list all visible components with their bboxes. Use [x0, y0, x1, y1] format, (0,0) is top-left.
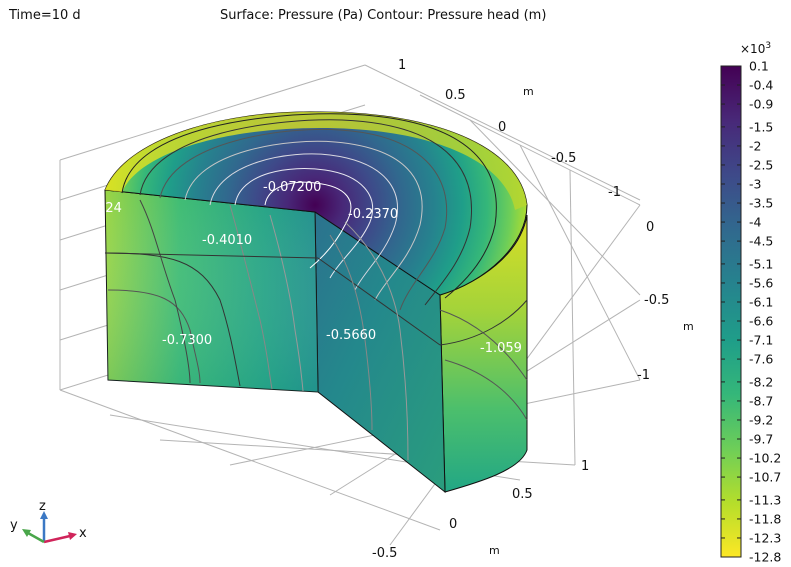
colorbar-tick-label: -1.5 — [749, 119, 773, 134]
orientation-triad: z x y — [10, 499, 87, 544]
colorbar-ticks: 0.1 -0.4 -0.9 -1.5 -2 -2.5 -3 -3.5 -4 -4.5 -5.1 -5.… — [721, 59, 781, 565]
plot-title: Surface: Pressure (Pa) Contour: Pressure… — [220, 8, 547, 23]
contour-labels: -1.224 -0.07200 -0.2370 -0.4010 -0.7300 … — [80, 180, 522, 356]
colorbar-tick-label: -3 — [749, 176, 761, 191]
x-axis-label: x — [79, 526, 87, 541]
colorbar-tick-label: -9.2 — [749, 412, 773, 427]
colorbar-tick-label: -0.4 — [749, 78, 773, 93]
colorbar-tick-label: -11.8 — [749, 511, 781, 526]
colorbar-tick-label: -11.3 — [749, 492, 781, 507]
colorbar-tick-label: -6.1 — [749, 294, 773, 309]
contour-label: -1.224 — [80, 201, 122, 216]
colorbar-tick-label: -4.5 — [749, 234, 773, 249]
colorbar-tick-label: 0.1 — [749, 59, 769, 74]
axis-unit: m — [683, 320, 694, 333]
colorbar-tick-label: -3.5 — [749, 196, 773, 211]
contour-label: -1.059 — [480, 341, 522, 356]
colorbar-tick-label: -9.7 — [749, 432, 773, 447]
contour-label: -0.7300 — [162, 333, 212, 348]
z-axis-label: z — [39, 499, 46, 514]
axis-tick-label: 0.5 — [512, 487, 533, 502]
axis-tick-label: -1 — [608, 185, 621, 200]
y-axis-arrow — [27, 531, 45, 544]
colorbar-tick-label: -10.2 — [749, 451, 781, 466]
axis-tick-label: -0.5 — [372, 546, 397, 561]
colorbar-tick-label: -6.6 — [749, 314, 773, 329]
axis-unit: m — [489, 544, 500, 557]
z-arrowhead — [40, 511, 48, 519]
axis-tick-label: 0 — [498, 120, 506, 135]
colorbar-tick-label: -2 — [749, 138, 761, 153]
axis-tick-label: 0 — [449, 517, 457, 532]
contour-label: -0.2370 — [348, 207, 398, 222]
colorbar-tick-label: -7.1 — [749, 333, 773, 348]
colorbar-tick-label: -0.9 — [749, 97, 773, 112]
axis-tick-label: 1 — [398, 58, 406, 73]
colorbar-tick-label: -8.7 — [749, 393, 773, 408]
x-axis-arrow — [43, 534, 71, 544]
colorbar-tick-label: -12.8 — [749, 550, 781, 565]
colorbar-tick-label: -12.3 — [749, 530, 781, 545]
colorbar-gradient — [720, 65, 742, 558]
colorbar-multiplier: ×103 — [740, 41, 771, 56]
axis-tick-label: -0.5 — [644, 293, 669, 308]
axis-unit: m — [523, 85, 534, 98]
colorbar-tick-label: -4 — [749, 215, 762, 230]
axis-tick-label: 1 — [581, 459, 589, 474]
colorbar-tick-label: -5.1 — [749, 256, 773, 271]
axis-tick-label: -0.5 — [551, 151, 576, 166]
y-axis-label: y — [10, 518, 18, 533]
top-contours — [121, 113, 497, 311]
colorbar-tick-label: -10.7 — [749, 470, 781, 485]
contour-label: -0.4010 — [202, 233, 252, 248]
plot-canvas[interactable]: -1.224 -0.07200 -0.2370 -0.4010 -0.7300 … — [0, 0, 700, 567]
y-arrowhead — [22, 529, 31, 537]
colorbar-tick-label: -8.2 — [749, 374, 773, 389]
colorbar-tick-label: -7.6 — [749, 352, 773, 367]
colorbar-tick-label: -2.5 — [749, 157, 773, 172]
left-face-shade — [105, 190, 318, 392]
colorbar-tick-label: -5.6 — [749, 275, 773, 290]
axis-tick-label: 0.5 — [445, 88, 466, 103]
axis-labels: 1 0.5 0 -0.5 -1 m 0 -0.5 -1 m 1 0.5 0 -0… — [372, 58, 694, 561]
contour-label: -0.5660 — [326, 328, 376, 343]
x-arrowhead — [68, 532, 77, 540]
contour-label: -0.07200 — [263, 180, 321, 195]
side-contours — [104, 199, 528, 461]
time-label: Time=10 d — [9, 8, 81, 23]
axis-tick-label: -1 — [637, 368, 650, 383]
axis-tick-label: 0 — [646, 220, 654, 235]
